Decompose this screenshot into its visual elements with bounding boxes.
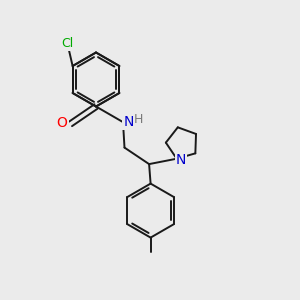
Text: H: H <box>134 112 143 126</box>
Text: Cl: Cl <box>61 37 74 50</box>
Text: O: O <box>57 116 68 130</box>
Text: N: N <box>123 115 134 129</box>
Text: N: N <box>176 153 186 167</box>
